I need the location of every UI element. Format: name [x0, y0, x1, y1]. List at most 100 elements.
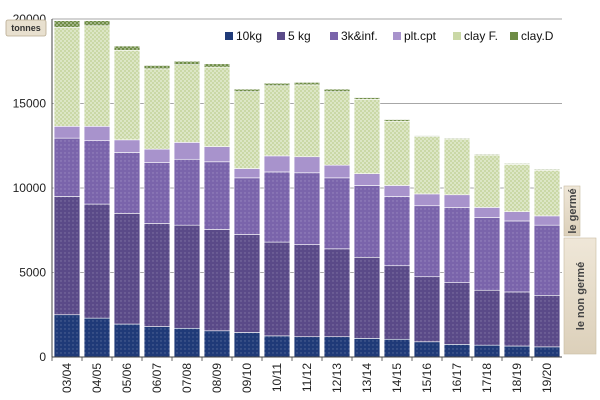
bar-segment-texture — [354, 257, 380, 339]
legend-swatch — [277, 32, 285, 40]
bar-segment-texture — [324, 248, 350, 337]
bar-segment — [53, 126, 81, 139]
bar-segment-texture — [324, 89, 350, 92]
bar-segment-texture — [114, 50, 140, 140]
bar-segment-texture — [144, 326, 170, 357]
bar-segment-texture — [84, 204, 110, 319]
x-tick-label: 07/08 — [180, 363, 194, 393]
side-label-bottom-group: le non germé — [563, 237, 597, 355]
bar-segment-texture — [474, 217, 500, 291]
bar-segment-texture — [414, 136, 440, 194]
bar-segment — [203, 146, 231, 163]
x-tick-label: 15/16 — [420, 363, 434, 393]
bar-segment-texture — [84, 20, 110, 26]
bar-segment — [413, 193, 441, 207]
x-tick-label: 08/09 — [210, 363, 224, 393]
bar-segment-texture — [354, 99, 380, 174]
bar-segment-texture — [504, 291, 530, 347]
bar-segment-texture — [234, 234, 260, 333]
bar-segment-texture — [294, 336, 320, 357]
bar-segment — [83, 126, 111, 141]
legend-label: 5 kg — [288, 29, 311, 43]
bar-segment-texture — [114, 46, 140, 51]
legend-swatch — [330, 32, 338, 40]
x-tick-label: 03/04 — [60, 363, 74, 393]
x-tick-label: 10/11 — [270, 363, 284, 392]
bar-segment — [443, 194, 471, 208]
bar-segment-texture — [54, 27, 80, 127]
bar-segment-texture — [414, 135, 440, 137]
bar-segment-texture — [144, 223, 170, 327]
x-tick-label: 17/18 — [480, 363, 494, 393]
bar-segment-texture — [444, 138, 470, 139]
bar-segment-texture — [174, 159, 200, 226]
bar-segment-texture — [414, 276, 440, 342]
bar-segment-texture — [534, 346, 560, 357]
bar-segment-texture — [354, 97, 380, 100]
bar-segment-texture — [534, 295, 560, 347]
legend-swatch — [225, 32, 233, 40]
x-tick-label: 06/07 — [150, 363, 164, 393]
bar-segment-texture — [474, 155, 500, 208]
legend-label: 3k&inf. — [341, 29, 378, 43]
bar-segment-texture — [204, 63, 230, 68]
x-tick-label: 05/06 — [120, 363, 134, 393]
bar-segment-texture — [144, 162, 170, 224]
bar-segment — [503, 211, 531, 222]
bar-segment-texture — [204, 229, 230, 331]
bar-segment-texture — [84, 318, 110, 357]
bar-segment-texture — [474, 154, 500, 156]
x-tick-label: 16/17 — [450, 363, 464, 393]
bar-segment — [143, 148, 171, 163]
bar-segment-texture — [54, 314, 80, 357]
bar-segment-texture — [324, 177, 350, 249]
bar-segment-texture — [294, 172, 320, 245]
bar-segment-texture — [444, 344, 470, 357]
bar-segment — [473, 207, 501, 218]
bar-segment-texture — [234, 91, 260, 169]
bar-segment-texture — [384, 265, 410, 340]
x-tick-label: 14/15 — [390, 363, 404, 393]
bar-segment-texture — [474, 345, 500, 357]
bar-segment-texture — [384, 121, 410, 186]
bar-segment-texture — [264, 242, 290, 336]
bar-segment-texture — [264, 171, 290, 243]
bar-segment-texture — [324, 91, 350, 166]
bar-segment-texture — [204, 330, 230, 357]
bar-segment-texture — [354, 338, 380, 357]
bar-segment-texture — [444, 282, 470, 345]
bar-segment-texture — [294, 84, 320, 157]
bar-segment-texture — [204, 67, 230, 147]
bar-segment-texture — [294, 244, 320, 337]
bar-segment — [263, 155, 291, 173]
bar-segment-texture — [264, 83, 290, 86]
x-axis-ticks: 03/04 04/05 05/06 06/07 07/08 08/09 09/10 10/11… — [51, 357, 554, 393]
bar-segment — [353, 173, 381, 186]
bar-segment-texture — [234, 332, 260, 357]
legend-label: clay F. — [464, 29, 498, 43]
bar-segment-texture — [204, 161, 230, 230]
bar-segment-texture — [54, 20, 80, 28]
x-tick-label: 11/12 — [300, 363, 314, 392]
bar-segment-texture — [534, 225, 560, 296]
x-tick-label: 09/10 — [240, 363, 254, 393]
bar-segment-texture — [444, 138, 470, 195]
side-label-bottom: le non germé — [575, 262, 587, 330]
bar-segment-texture — [534, 169, 560, 171]
legend-swatch — [453, 32, 461, 40]
bar-segment-texture — [144, 68, 170, 150]
side-label-top-group: le germé — [563, 185, 581, 237]
bar-segment-texture — [444, 207, 470, 283]
x-tick-label: 04/05 — [90, 363, 104, 393]
bar-segment — [533, 215, 561, 226]
bar-segment-texture — [354, 185, 380, 258]
bar-segment-texture — [114, 213, 140, 325]
bar-segment-texture — [174, 225, 200, 329]
y-tick-label: 0 — [39, 350, 46, 364]
bar-segment-texture — [414, 205, 440, 277]
bar-segment-texture — [84, 25, 110, 127]
bar-segment-texture — [384, 119, 410, 122]
bar-segment-texture — [174, 61, 200, 65]
bar-segment-texture — [294, 82, 320, 85]
